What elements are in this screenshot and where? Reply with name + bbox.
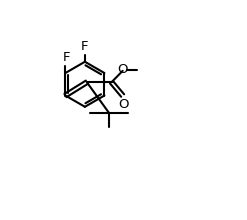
Text: O: O [117,63,128,76]
Text: O: O [118,98,129,111]
Text: F: F [81,40,89,53]
Text: F: F [63,51,70,64]
